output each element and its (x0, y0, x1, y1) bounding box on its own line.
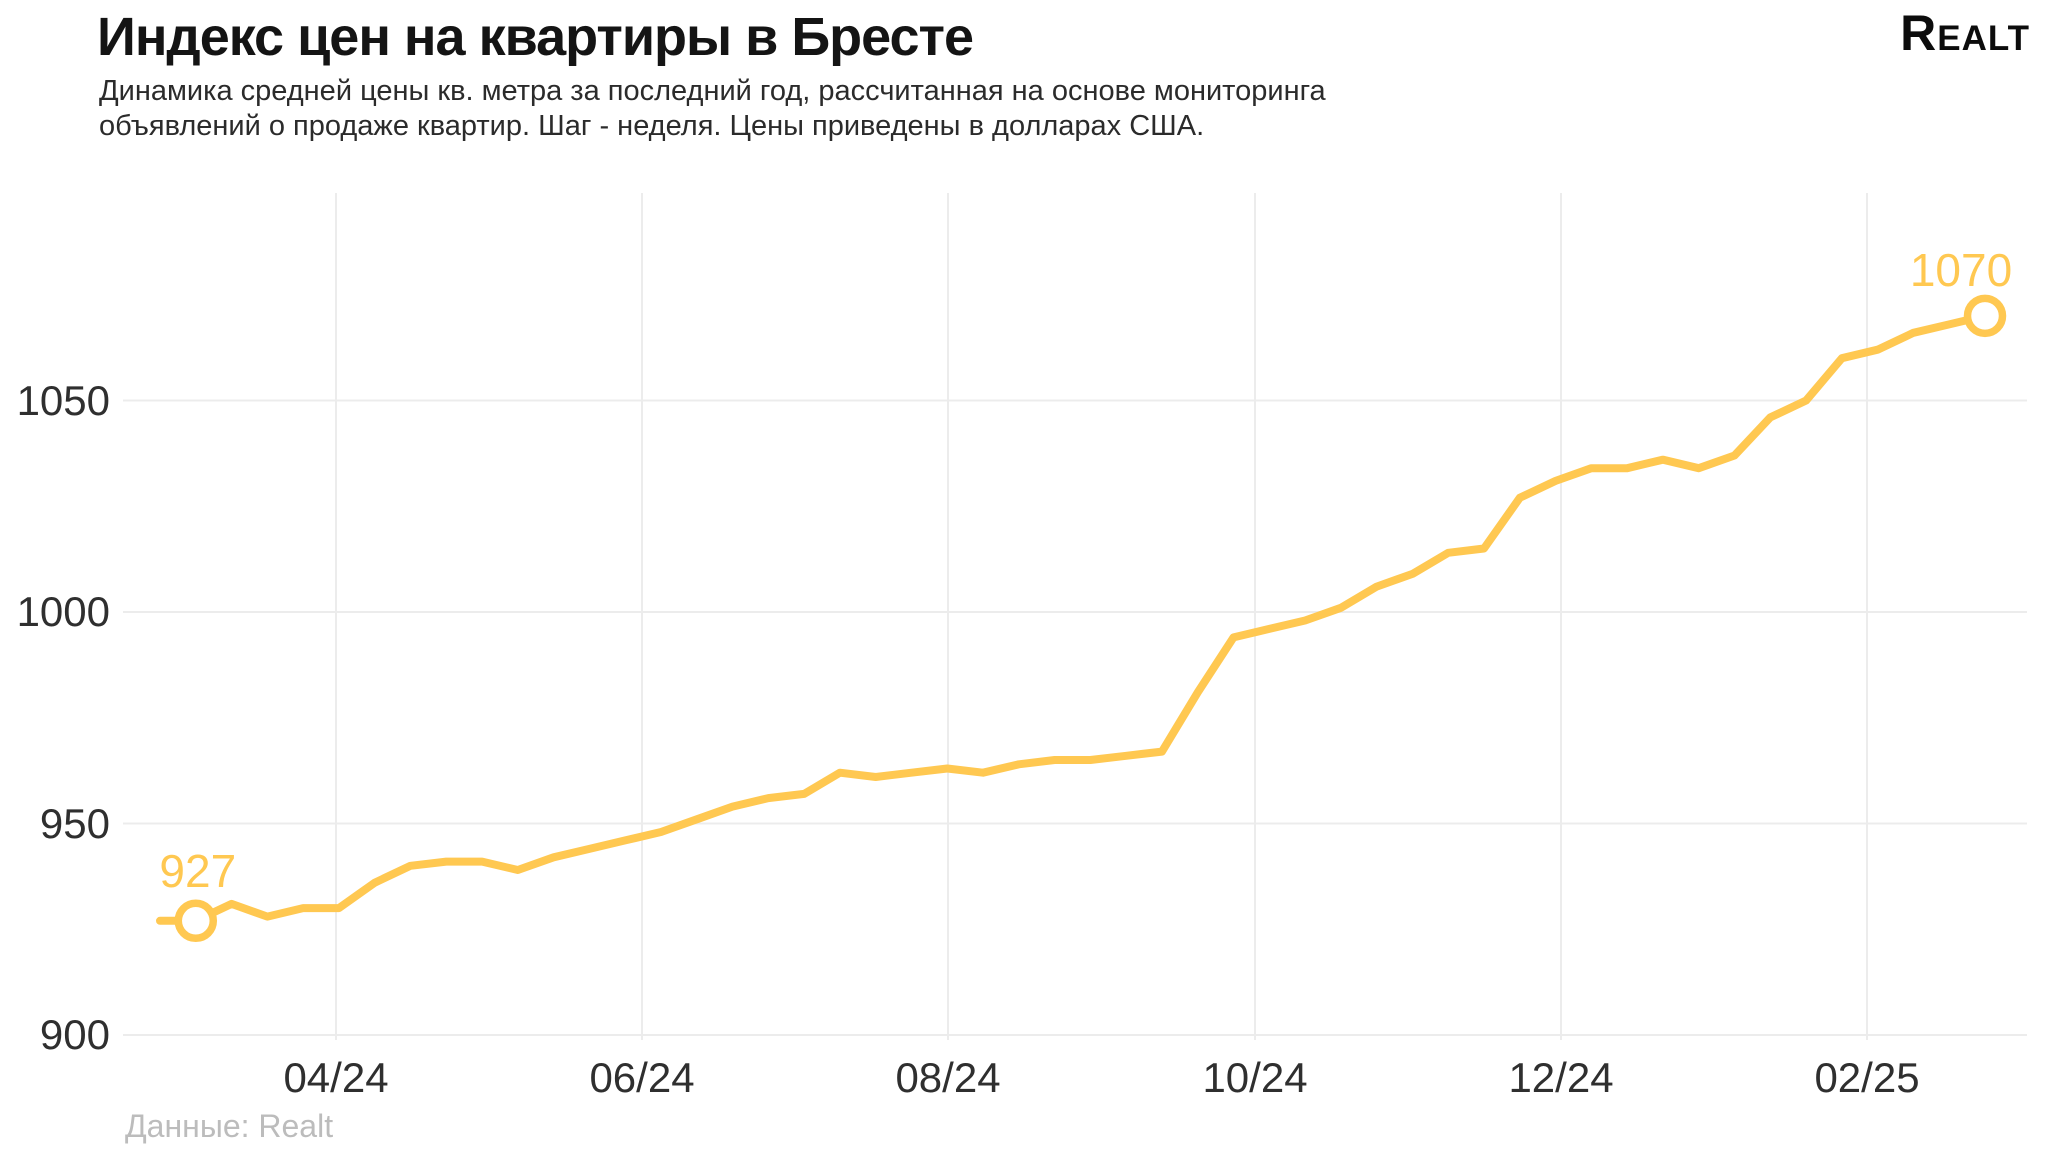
y-tick-label: 950 (39, 799, 110, 847)
data-source: Данные: Realt (125, 1108, 334, 1144)
subtitle-line-2: объявлений о продаже квартир. Шаг - неде… (99, 110, 1205, 142)
start-point-marker (174, 899, 218, 943)
y-tick-label: 1050 (16, 376, 110, 424)
x-tick-label: 04/24 (283, 1054, 389, 1101)
x-tick-label: 12/24 (1508, 1054, 1614, 1101)
end-point-marker (1963, 294, 2007, 338)
y-tick-label: 1000 (16, 588, 110, 635)
end-value-label: 1070 (1909, 243, 2013, 296)
realt-logo: Realt (1900, 5, 2030, 61)
x-tick-label: 08/24 (895, 1054, 1001, 1101)
x-tick-label: 06/24 (589, 1054, 695, 1101)
x-tick-label: 10/24 (1202, 1054, 1308, 1101)
page-title: Индекс цен на квартиры в Бресте (97, 7, 974, 67)
x-tick-label: 02/25 (1814, 1054, 1920, 1101)
y-tick-label: 900 (39, 1011, 110, 1058)
start-value-label: 927 (159, 844, 237, 897)
subtitle-line-1: Динамика средней цены кв. метра за после… (99, 75, 1326, 107)
price-line (156, 311, 1989, 925)
page-subtitle: Динамика средней цены кв. метра за после… (99, 74, 1326, 144)
